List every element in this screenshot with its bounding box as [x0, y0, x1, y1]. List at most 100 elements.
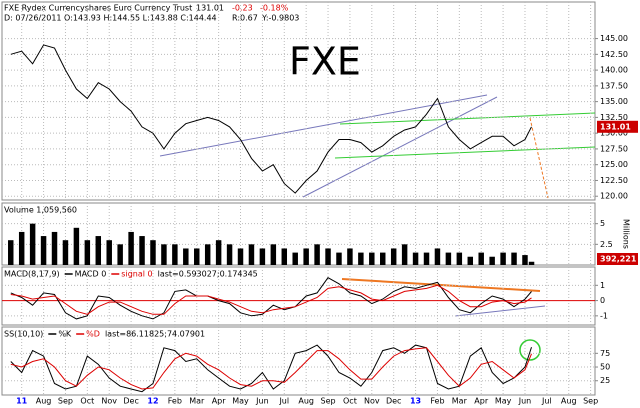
volume-bar: [347, 248, 353, 265]
volume-bar: [204, 244, 211, 265]
highlight-circle: [519, 339, 541, 361]
volume-bar: [489, 256, 495, 265]
volume-bar: [259, 248, 266, 265]
x-tick-label: May: [232, 397, 249, 406]
x-tick-label: Mar: [452, 397, 468, 406]
volume-bar: [522, 255, 528, 265]
volume-bar: [434, 248, 441, 265]
y-tick-label: 0: [600, 296, 605, 305]
stoch-panel: [1, 326, 596, 396]
x-tick-label: Aug: [36, 397, 52, 406]
last-value-box: [597, 120, 638, 133]
x-tick-label: Oct: [80, 397, 94, 406]
x-tick-label: Jul: [278, 397, 289, 406]
y-tick-label: 25: [600, 376, 610, 385]
volume-bar: [128, 231, 134, 265]
volume-bar: [84, 240, 91, 265]
volume-bar: [390, 248, 397, 265]
volume-bar: [29, 223, 36, 265]
x-tick-label: Feb: [430, 397, 444, 406]
x-tick-label: Jun: [255, 397, 269, 406]
volume-bar: [106, 240, 112, 265]
header: FXE Rydex Currencyshares Euro Currency T…: [4, 4, 299, 23]
volume-bar: [478, 252, 484, 265]
legend-text: SS(10,10): [4, 330, 43, 339]
volume-bar: [380, 252, 386, 265]
y-tick-label: 142.50: [600, 50, 628, 59]
y-tick-label: 137.50: [600, 81, 628, 90]
x-tick-label: Apr: [474, 397, 489, 406]
volume-bar: [248, 244, 255, 265]
volume-bar: [500, 252, 506, 265]
trendlines: [159, 94, 596, 361]
y-value: Y:-0.9803: [261, 14, 299, 23]
volume-bar: [62, 240, 69, 265]
y-tick-label: 127.50: [600, 144, 628, 153]
y-tick-label: 130.00: [600, 129, 628, 138]
volume-bar: [325, 248, 331, 265]
y-tick-label: -1: [600, 311, 608, 320]
y-tick-label: 50: [600, 363, 610, 372]
volume-bar: [423, 252, 430, 265]
volume-bar: [40, 236, 47, 265]
legend-text: Volume 1,059,560: [4, 206, 77, 215]
volume-bar: [237, 248, 244, 265]
volume-bar: [8, 240, 14, 265]
legend-text: MACD 0: [75, 270, 107, 279]
volume-bar: [511, 252, 517, 265]
x-tick-label: Aug: [298, 397, 314, 406]
y-tick-label: 125.00: [600, 160, 628, 169]
volume-bar: [139, 236, 145, 265]
chart-title: FXE: [289, 40, 361, 84]
x-tick-label: Jul: [541, 397, 552, 406]
change: -0.23: [232, 4, 253, 13]
series-line: [10, 344, 532, 393]
y-tick-label: 1: [600, 281, 605, 290]
x-tick-label: 13: [410, 397, 421, 406]
volume-bar: [467, 256, 474, 265]
volume-bar: [194, 248, 200, 265]
series-line: [10, 44, 532, 194]
macd-trendline: [454, 305, 546, 317]
y-tick-label: 120.00: [600, 192, 628, 201]
volume-bar: [95, 236, 102, 265]
volume-bar: [281, 248, 288, 265]
legend-text: MACD(8,17,9): [4, 270, 60, 279]
axis-label: Millions: [622, 219, 631, 249]
volume-bar: [401, 244, 408, 265]
volume-bar: [292, 252, 298, 265]
volume-bar: [172, 244, 178, 265]
volume-bar: [18, 231, 25, 265]
last-value-label: 131.01: [600, 122, 631, 131]
x-tick-label: Sep: [583, 397, 598, 406]
legend-text: signal 0: [121, 270, 152, 279]
last-value-label: 392,221: [600, 255, 637, 264]
x-tick-label: Aug: [561, 397, 577, 406]
y-tick-label: 5: [600, 219, 605, 228]
volume-bar: [369, 252, 375, 265]
y-tick-label: 135.00: [600, 97, 628, 106]
volume-panel: [1, 202, 596, 266]
y-tick-label: 122.50: [600, 176, 628, 185]
x-tick-label: 12: [147, 397, 158, 406]
bar-info: D: 07/26/2011 O:143.93 H:144.55 L:143.88…: [4, 14, 217, 23]
x-tick-label: Feb: [168, 397, 182, 406]
x-tick-label: Nov: [364, 397, 380, 406]
x-tick-label: Sep: [58, 397, 73, 406]
volume-bar: [150, 240, 156, 265]
volume-bar: [412, 252, 419, 265]
trendline: [339, 112, 596, 125]
y-tick-label: 140.00: [600, 66, 628, 75]
x-tick-label: Apr: [212, 397, 227, 406]
legend-text: %K: [58, 330, 72, 339]
legend-text: last=86.11825;74.07901: [105, 330, 205, 339]
x-tick-label: May: [495, 397, 512, 406]
projection: [529, 117, 549, 199]
volume-bar: [456, 252, 463, 265]
volume-bar: [358, 252, 364, 265]
volume-bar: [270, 244, 277, 265]
x-tick-label: Dec: [123, 397, 138, 406]
volume-bar: [303, 248, 309, 265]
x-tick-label: 11: [16, 397, 28, 406]
